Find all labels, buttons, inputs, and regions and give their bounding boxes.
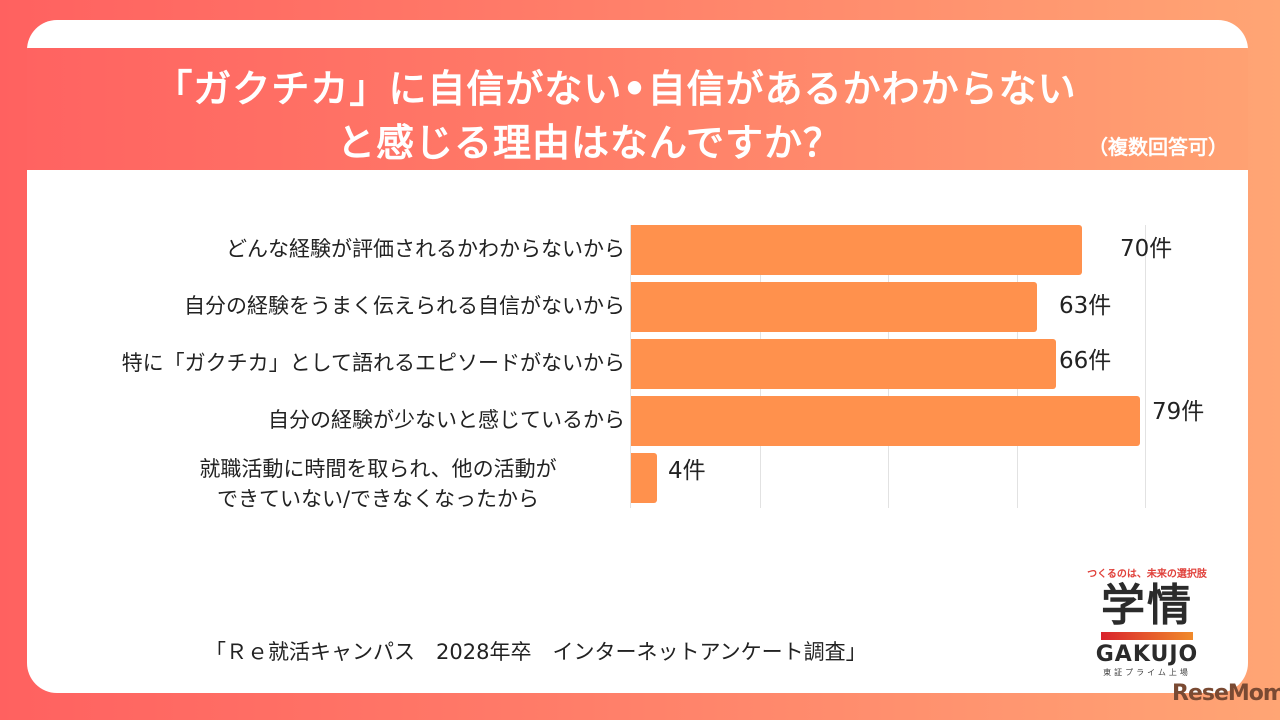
logo-kanji: 学情: [1101, 580, 1193, 631]
logo-gradient-bar: [1101, 632, 1193, 640]
category-label-line-1: 就職活動に時間を取られ、他の活動が: [199, 457, 557, 481]
gridline-80: [1145, 225, 1146, 508]
axis-line: [630, 225, 631, 508]
chart-card: 「ガクチカ」に自信がない•自信があるかわからない と感じる理由はなんですか？ （…: [27, 20, 1248, 693]
bar-value: 70件: [1120, 236, 1173, 262]
bar-chart: どんな経験が評価されるかわからないから 70件 自分の経験をうまく伝えられる自信…: [27, 20, 1248, 693]
logo-english: GAKUJO: [1095, 642, 1199, 667]
bar-row-4: [631, 453, 657, 503]
bar-value: 4件: [668, 458, 706, 484]
page-title-line-2: と感じる理由はなんですか？: [336, 121, 843, 165]
multiple-answers-note: （複数回答可）: [1088, 135, 1228, 159]
page-title-line-1: 「ガクチカ」に自信がない•自信があるかわからない: [154, 67, 1077, 111]
bar-row-1: [631, 282, 1037, 332]
bar-row-3: [631, 396, 1140, 446]
resemom-watermark: ReseMom.: [1172, 681, 1280, 706]
source-caption: 「Ｒｅ就活キャンパス 2028年卒 インターネットアンケート調査」: [205, 640, 867, 664]
logo-tagline: つくるのは、未来の選択肢: [1087, 569, 1207, 580]
category-label-line-2: できていない/できなくなったから: [216, 487, 540, 511]
category-label: どんな経験が評価されるかわからないから: [226, 237, 625, 261]
category-label: 就職活動に時間を取られ、他の活動が できていない/できなくなったから: [148, 454, 608, 514]
logo-subtitle: 東証プライム上場: [1103, 668, 1191, 677]
bar-value: 79件: [1152, 399, 1205, 425]
category-label: 自分の経験が少ないと感じているから: [268, 408, 625, 432]
gakujo-logo: つくるのは、未来の選択肢 学情 GAKUJO 東証プライム上場: [1082, 565, 1212, 678]
bar-value: 63件: [1059, 293, 1112, 319]
title-banner: 「ガクチカ」に自信がない•自信があるかわからない と感じる理由はなんですか？ （…: [27, 48, 1248, 170]
bar-row-2: [631, 339, 1056, 389]
category-label: 特に「ガクチカ」として語れるエピソードがないから: [121, 351, 625, 375]
bar-value: 66件: [1059, 348, 1112, 374]
category-label: 自分の経験をうまく伝えられる自信がないから: [184, 294, 625, 318]
bar-row-0: [631, 225, 1082, 275]
